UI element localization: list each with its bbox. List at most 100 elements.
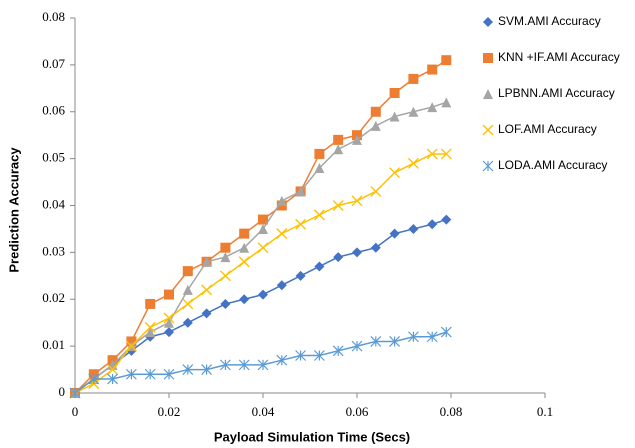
x-tick-label: 0.02 [158,404,181,419]
marker [389,167,401,179]
marker [332,200,344,211]
legend-label: KNN +IF.AMI Accuracy [498,50,620,64]
marker [408,73,419,84]
marker [239,294,250,305]
y-axis-title: Prediction Accuracy [6,147,21,273]
y-tick-label: 0.04 [42,196,65,211]
marker [426,331,438,343]
marker [107,364,119,376]
marker [314,163,325,173]
marker [351,340,363,352]
marker [145,327,156,338]
marker [440,326,452,338]
marker [182,266,193,277]
marker [238,256,250,268]
marker [219,270,231,282]
marker [441,214,452,225]
marker [295,270,306,281]
y-tick-label: 0 [59,384,66,399]
marker [182,298,194,310]
marker [313,350,325,361]
marker [145,298,156,309]
marker [276,354,288,366]
marker [238,359,250,371]
marker [182,284,193,295]
marker [125,340,137,352]
marker [370,120,381,131]
y-tick-label: 0.05 [42,150,65,165]
marker [295,350,307,361]
marker [239,228,250,239]
marker [426,148,438,160]
marker [370,242,381,253]
marker [389,111,400,122]
x-axis-title: Payload Simulation Time (Secs) [214,429,410,444]
marker [239,242,250,253]
series-line [74,153,447,394]
marker [352,247,362,258]
marker [389,228,400,239]
marker [276,228,288,240]
legend-marker [482,124,494,136]
y-tick-label: 0.01 [42,337,65,352]
marker [313,209,325,221]
y-tick-label: 0.07 [42,56,65,71]
marker [408,106,419,117]
marker [257,359,269,371]
marker [182,317,193,328]
legend-marker [483,89,493,99]
legend-marker [483,17,493,27]
marker [370,106,381,117]
marker [408,223,419,234]
marker [276,280,287,291]
marker [220,242,231,253]
marker [220,298,231,309]
marker [201,308,212,319]
x-tick-label: 0.04 [252,404,275,419]
marker [258,289,268,300]
marker [370,185,382,197]
legend-label: LOF.AMI Accuracy [498,122,597,136]
marker [276,195,287,206]
marker [295,186,306,197]
y-tick-label: 0.08 [42,9,65,24]
marker [427,102,438,113]
legend-marker [482,160,494,172]
marker [220,252,231,263]
marker [69,387,81,399]
marker [257,242,269,254]
marker [144,368,156,380]
y-tick-label: 0.06 [42,103,65,118]
legend-label: SVM.AMI Accuracy [498,14,601,28]
y-tick-label: 0.02 [42,290,65,305]
marker [314,261,325,272]
marker [427,64,438,75]
marker [201,364,213,375]
marker [88,373,100,385]
marker [389,336,401,347]
y-tick-label: 0.03 [42,243,65,258]
marker [332,345,344,357]
marker [441,97,452,108]
marker [407,157,419,169]
marker [370,336,382,347]
marker [389,88,400,98]
marker [314,148,325,159]
marker [163,368,175,380]
marker [182,364,194,375]
marker [333,134,344,145]
marker [164,327,174,338]
x-tick-label: 0.08 [440,404,463,419]
marker [258,214,268,225]
marker [107,373,119,385]
marker [201,284,213,296]
marker [352,134,362,145]
marker [440,148,452,160]
marker [201,256,212,267]
marker [144,321,156,333]
marker [333,144,344,155]
marker [163,312,175,324]
x-tick-label: 0 [72,404,79,419]
marker [258,223,268,234]
